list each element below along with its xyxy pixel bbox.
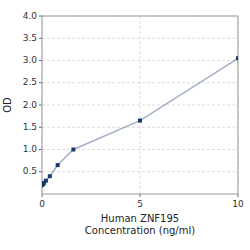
series — [42, 56, 238, 187]
plot-frame — [42, 16, 238, 194]
tick-label: 5 — [137, 199, 143, 209]
marker — [138, 119, 142, 123]
tick-label: 0 — [39, 199, 45, 209]
y-axis-label: OD — [2, 97, 13, 113]
tick-label: 1.5 — [23, 122, 37, 132]
x-axis-label: Human ZNF195Concentration (ng/ml) — [85, 213, 195, 236]
marker — [56, 163, 60, 167]
grid — [42, 16, 238, 194]
x-axis-label-line: Human ZNF195 — [101, 213, 179, 224]
tick-label: 2.5 — [23, 77, 37, 87]
tick-label: 1.0 — [23, 144, 38, 154]
marker — [44, 179, 48, 183]
tick-label: 0.5 — [23, 166, 37, 176]
x-axis-label-line: Concentration (ng/ml) — [85, 225, 195, 236]
tick-label: 3.5 — [23, 33, 37, 43]
tick-label: 4.0 — [23, 11, 38, 21]
marker — [48, 174, 52, 178]
marker — [71, 148, 75, 152]
tick-label: 10 — [232, 199, 244, 209]
grid-line — [140, 16, 141, 194]
tick-label: 3.0 — [23, 55, 38, 65]
line — [42, 58, 238, 185]
axes: 0.5 1.0 1.5 2.0 2.5 3.0 3.5 4.0 0 5 10 — [23, 11, 244, 210]
tick-label: 2.0 — [23, 100, 38, 110]
marker — [236, 56, 238, 60]
grid-line — [42, 105, 238, 106]
grid-line — [42, 60, 238, 61]
chart: 0.5 1.0 1.5 2.0 2.5 3.0 3.5 4.0 0 5 10 Human ZNF195… — [0, 0, 250, 250]
